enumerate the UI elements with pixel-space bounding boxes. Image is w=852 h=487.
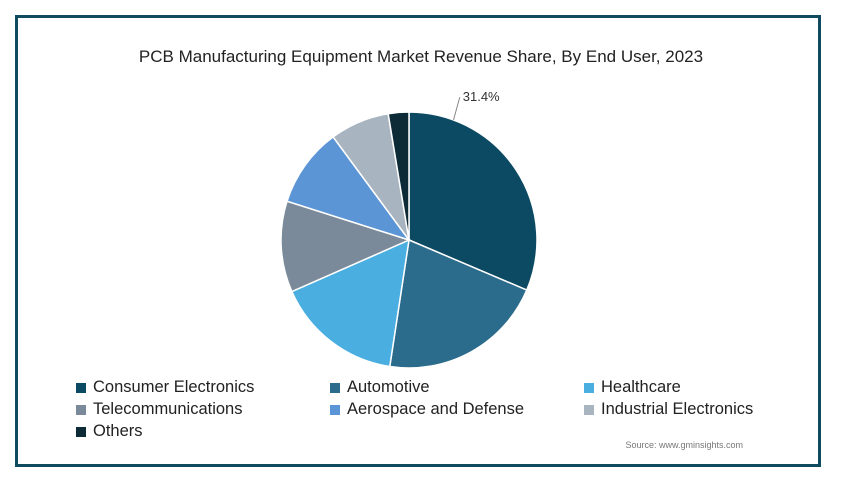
legend-label: Industrial Electronics [601,400,754,418]
pie-slice-automotive [388,238,528,369]
pie-slice-telecommunications [280,200,412,293]
pie-slice-consumer-electronics [408,111,538,292]
pie-slice-healthcare [290,238,410,368]
legend-swatch [584,382,594,393]
pie-chart: 31.4% [280,89,538,369]
legend-item: Industrial Electronics [584,400,753,419]
legend-item: Consumer Electronics [76,378,254,397]
legend-label: Consumer Electronics [93,378,255,396]
pie-slice-aerospace-and-defense [286,135,411,242]
legend-item: Aerospace and Defense [330,400,524,419]
legend-label: Automotive [347,378,430,396]
chart-title: PCB Manufacturing Equipment Market Reven… [138,47,704,66]
chart-frame: PCB Manufacturing Equipment Market Reven… [15,15,821,467]
data-label: 31.4% [463,89,500,104]
legend-item: Telecommunications [76,400,242,419]
legend-swatch [76,404,86,415]
legend-item: Automotive [330,378,430,397]
legend-label: Telecommunications [93,400,243,418]
legend-item: Healthcare [584,378,681,397]
legend-swatch [76,382,86,393]
legend-swatch [584,404,594,415]
pie-slice-others [387,111,410,241]
legend-item: Others [76,422,143,441]
legend-swatch [330,404,340,415]
data-label-leader-line [453,96,461,121]
legend-label: Aerospace and Defense [347,400,525,418]
legend-swatch [330,382,340,393]
legend-label: Others [93,422,143,440]
legend-label: Healthcare [601,378,681,396]
source-note: Source: www.gminsights.com [625,440,743,450]
legend-swatch [76,426,86,437]
